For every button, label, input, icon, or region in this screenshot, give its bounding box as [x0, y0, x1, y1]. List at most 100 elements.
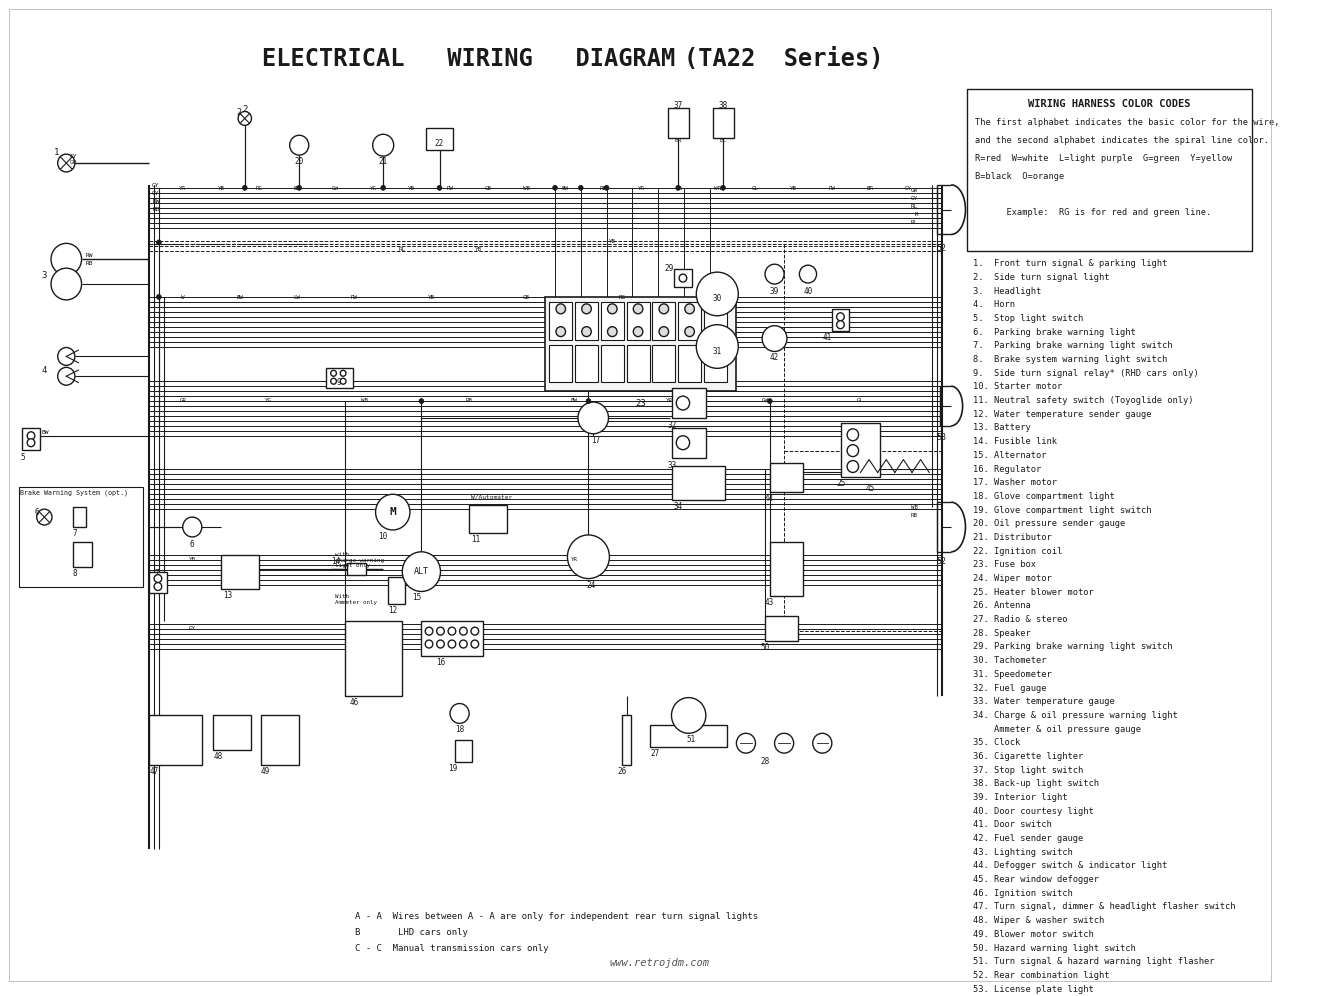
- Text: 21: 21: [379, 157, 388, 166]
- Text: 27: 27: [650, 749, 660, 758]
- Text: B=black  O=orange: B=black O=orange: [975, 172, 1064, 181]
- Text: 31: 31: [713, 347, 723, 356]
- Bar: [842, 423, 879, 477]
- Circle shape: [763, 326, 787, 352]
- Circle shape: [676, 185, 681, 190]
- Bar: [769, 462, 803, 492]
- Text: 52: 52: [937, 244, 946, 253]
- Bar: [74, 507, 87, 527]
- Circle shape: [607, 304, 617, 314]
- Text: 45: 45: [866, 484, 875, 493]
- Text: GY: GY: [153, 191, 159, 196]
- Text: GB: GB: [523, 295, 530, 300]
- Bar: [74, 542, 92, 567]
- Text: 3.  Headlight: 3. Headlight: [973, 287, 1041, 296]
- Circle shape: [567, 535, 609, 579]
- Text: With
Ammeter only: With Ammeter only: [336, 595, 377, 606]
- Text: YR: YR: [570, 557, 578, 562]
- Bar: [575, 345, 598, 382]
- Text: The first alphabet indicates the basic color for the wire,: The first alphabet indicates the basic c…: [975, 119, 1279, 127]
- Circle shape: [799, 265, 816, 283]
- Text: YB: YB: [218, 186, 225, 191]
- Text: with
charge warning
light only: with charge warning light only: [336, 552, 384, 569]
- Text: 43. Lighting switch: 43. Lighting switch: [973, 848, 1073, 857]
- Circle shape: [242, 185, 248, 190]
- Text: 34. Charge & oil pressure warning light: 34. Charge & oil pressure warning light: [973, 711, 1177, 720]
- Circle shape: [238, 112, 252, 125]
- Circle shape: [765, 264, 784, 284]
- Bar: [221, 555, 260, 590]
- Bar: [622, 715, 632, 765]
- Text: RB: RB: [599, 186, 606, 191]
- Circle shape: [633, 304, 642, 314]
- Bar: [326, 369, 353, 388]
- Text: 32. Fuel gauge: 32. Fuel gauge: [973, 683, 1046, 692]
- Text: RG: RG: [256, 186, 262, 191]
- Bar: [678, 302, 701, 340]
- Text: 12: 12: [388, 607, 397, 616]
- Text: 8: 8: [74, 569, 78, 578]
- Circle shape: [696, 325, 739, 369]
- Text: LW: LW: [294, 295, 301, 300]
- Circle shape: [425, 627, 432, 635]
- Text: 7.  Parking brake warning light switch: 7. Parking brake warning light switch: [973, 342, 1172, 351]
- Text: 18: 18: [455, 725, 464, 734]
- Circle shape: [58, 154, 75, 172]
- Text: 28. Speaker: 28. Speaker: [973, 628, 1030, 637]
- Circle shape: [459, 627, 467, 635]
- Text: 21. Distributor: 21. Distributor: [973, 533, 1052, 542]
- Text: RW: RW: [153, 199, 159, 204]
- Text: 28: 28: [760, 757, 769, 766]
- Text: R: R: [914, 211, 918, 217]
- Text: WR: WR: [713, 186, 721, 191]
- Text: YB: YB: [408, 186, 415, 191]
- Text: 12. Water temperature sender gauge: 12. Water temperature sender gauge: [973, 409, 1152, 418]
- Circle shape: [403, 552, 440, 592]
- Text: YB: YB: [791, 186, 797, 191]
- Text: 39. Interior light: 39. Interior light: [973, 793, 1068, 802]
- Text: 44: 44: [765, 494, 775, 503]
- Text: GY: GY: [153, 183, 159, 188]
- Bar: [601, 302, 624, 340]
- Text: 14. Fusible link: 14. Fusible link: [973, 437, 1057, 446]
- Circle shape: [582, 327, 591, 337]
- Text: 30. Tachometer: 30. Tachometer: [973, 656, 1046, 665]
- Bar: [388, 577, 405, 605]
- Circle shape: [154, 575, 162, 583]
- Circle shape: [847, 460, 859, 472]
- Text: 50: 50: [760, 643, 769, 652]
- Bar: [261, 715, 300, 765]
- Text: 3: 3: [41, 271, 47, 280]
- Text: 1: 1: [54, 148, 59, 157]
- Text: RB: RB: [911, 513, 918, 518]
- Text: WB: WB: [523, 186, 530, 191]
- Text: RB: RB: [153, 207, 159, 212]
- Circle shape: [373, 134, 393, 156]
- Text: GW: GW: [911, 188, 918, 193]
- Circle shape: [660, 304, 669, 314]
- Circle shape: [710, 304, 720, 314]
- Text: 49: 49: [261, 767, 270, 776]
- Circle shape: [812, 733, 832, 753]
- Bar: [421, 622, 483, 656]
- Circle shape: [448, 640, 456, 648]
- Bar: [674, 269, 692, 287]
- Circle shape: [438, 185, 442, 190]
- Text: 6.  Parking brake warning light: 6. Parking brake warning light: [973, 328, 1136, 337]
- Bar: [650, 725, 727, 747]
- Bar: [704, 302, 727, 340]
- Text: 23. Fuse box: 23. Fuse box: [973, 561, 1036, 570]
- Text: YG: YG: [371, 186, 377, 191]
- Text: Example:  RG is for red and green line.: Example: RG is for red and green line.: [975, 208, 1211, 217]
- Circle shape: [297, 185, 301, 190]
- Text: 34: 34: [673, 502, 682, 511]
- Text: 44. Defogger switch & indicator light: 44. Defogger switch & indicator light: [973, 862, 1167, 871]
- Text: R=red  W=white  L=light purple  G=green  Y=yellow: R=red W=white L=light purple G=green Y=y…: [975, 154, 1232, 163]
- Bar: [765, 617, 799, 641]
- Text: GL: GL: [752, 186, 759, 191]
- Text: 15: 15: [412, 594, 421, 603]
- Circle shape: [58, 368, 75, 385]
- Text: RG: RG: [618, 295, 625, 300]
- Circle shape: [553, 185, 558, 190]
- Text: GY: GY: [911, 196, 918, 201]
